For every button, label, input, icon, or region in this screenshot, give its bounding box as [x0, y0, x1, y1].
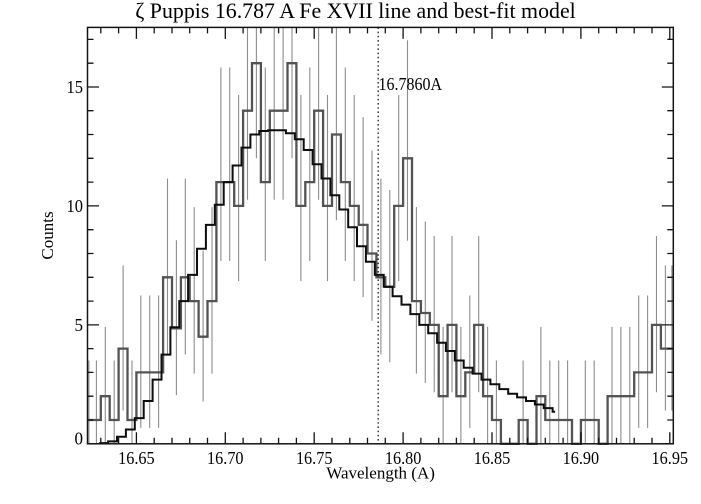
svg-text:16.70: 16.70 — [207, 448, 244, 468]
svg-text:Counts: Counts — [38, 211, 57, 259]
svg-text:0: 0 — [75, 429, 84, 449]
svg-text:15: 15 — [67, 77, 84, 97]
svg-text:16.75: 16.75 — [296, 448, 333, 468]
svg-text:16.7860A: 16.7860A — [379, 74, 443, 94]
svg-text:16.65: 16.65 — [118, 448, 155, 468]
svg-text:5: 5 — [75, 315, 84, 335]
svg-text:Wavelength (A): Wavelength (A) — [326, 464, 435, 483]
svg-text:16.90: 16.90 — [563, 448, 600, 468]
svg-text:16.85: 16.85 — [474, 448, 511, 468]
svg-text:10: 10 — [67, 196, 84, 216]
svg-text:16.80: 16.80 — [385, 448, 422, 468]
svg-text:ζ Puppis 16.787 A Fe XVII line: ζ Puppis 16.787 A Fe XVII line and best-… — [135, 0, 576, 23]
svg-text:16.95: 16.95 — [652, 448, 689, 468]
